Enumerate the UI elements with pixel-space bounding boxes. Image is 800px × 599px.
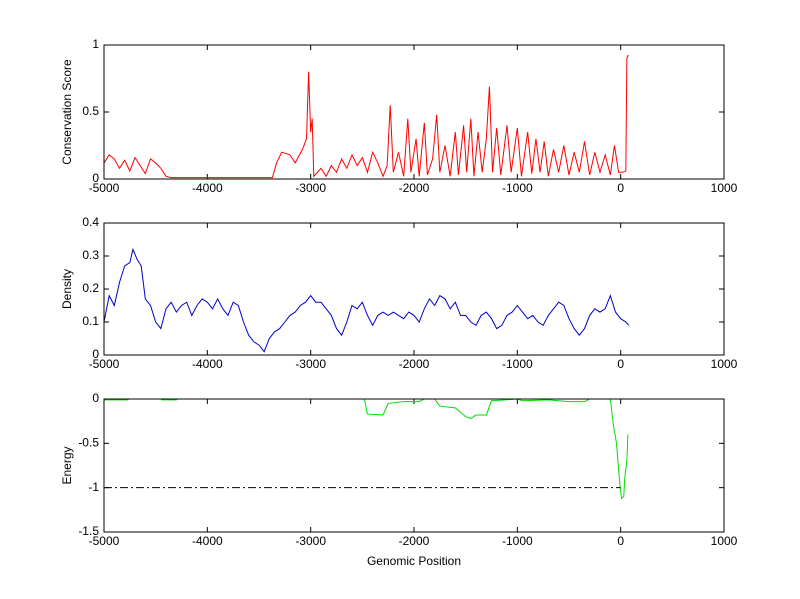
x-tick-label: -5000 — [89, 181, 120, 195]
y-tick-label: -0.5 — [78, 436, 99, 450]
x-tick-label: -1000 — [502, 357, 533, 371]
x-tick-label: -1000 — [502, 534, 533, 548]
y-tick-label: 0 — [92, 347, 99, 361]
axes-box — [103, 44, 725, 180]
x-tick-label: -5000 — [89, 534, 120, 548]
y-tick-label: -1.5 — [78, 524, 99, 538]
y-axis-label: Density — [60, 269, 74, 309]
x-tick-label: -4000 — [192, 181, 223, 195]
y-tick-label: 0.3 — [82, 248, 99, 262]
plot-area — [104, 223, 724, 355]
x-tick-label: -2000 — [399, 357, 430, 371]
x-axis-label: Genomic Position — [367, 554, 461, 568]
x-tick-label: 0 — [617, 534, 624, 548]
y-axis-label: Conservation Score — [60, 59, 74, 165]
axes-box — [103, 398, 725, 533]
x-tick-label: -4000 — [192, 534, 223, 548]
x-tick-label: -3000 — [295, 357, 326, 371]
data-line — [103, 247, 630, 353]
y-tick-label: 0 — [92, 171, 99, 185]
x-tick-label: -5000 — [89, 357, 120, 371]
x-tick-label: 1000 — [711, 534, 738, 548]
x-tick-label: -3000 — [295, 534, 326, 548]
x-tick-label: 0 — [617, 357, 624, 371]
x-tick-label: 0 — [617, 181, 624, 195]
axes-box — [103, 222, 725, 356]
y-tick-label: 1 — [92, 37, 99, 51]
y-axis-label: Energy — [60, 446, 74, 484]
y-tick-label: 0.5 — [82, 104, 99, 118]
x-tick-label: 1000 — [711, 181, 738, 195]
y-tick-label: 0.2 — [82, 281, 99, 295]
y-tick-label: 0.4 — [82, 215, 99, 229]
plot-area — [104, 399, 724, 532]
y-tick-label: -1 — [88, 480, 99, 494]
x-tick-label: -1000 — [502, 181, 533, 195]
x-tick-label: 1000 — [711, 357, 738, 371]
data-line — [103, 55, 629, 179]
x-tick-label: -2000 — [399, 534, 430, 548]
x-tick-label: -2000 — [399, 181, 430, 195]
x-tick-label: -3000 — [295, 181, 326, 195]
plot-area — [104, 45, 724, 179]
y-tick-label: 0.1 — [82, 314, 99, 328]
x-tick-label: -4000 — [192, 357, 223, 371]
y-tick-label: 0 — [92, 391, 99, 405]
